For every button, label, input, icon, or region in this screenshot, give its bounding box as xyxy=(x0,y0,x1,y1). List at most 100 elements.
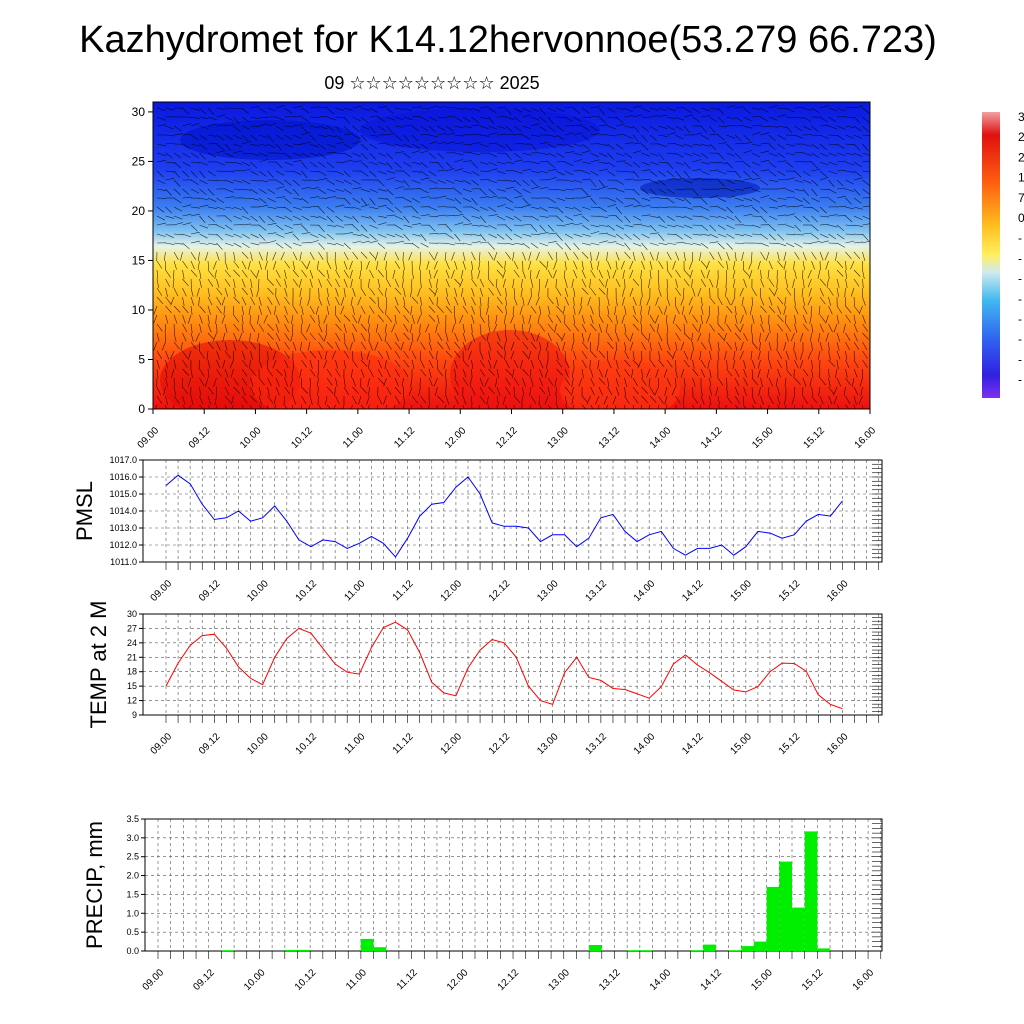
wind-barb xyxy=(547,241,557,244)
wind-barb xyxy=(641,161,651,166)
wind-barb xyxy=(760,269,762,280)
x-tick-label: 12.12 xyxy=(487,578,513,604)
wind-barb xyxy=(785,196,795,199)
wind-barb xyxy=(369,188,378,193)
wind-barb xyxy=(794,233,804,236)
wind-barb xyxy=(547,161,556,169)
wind-barb xyxy=(360,224,368,232)
wind-barb xyxy=(386,177,396,181)
wind-barb xyxy=(624,386,626,396)
wind-barb xyxy=(258,341,260,352)
wind-barb xyxy=(335,152,345,154)
wind-barb xyxy=(190,224,198,232)
wind-barb xyxy=(241,134,249,142)
wind-barb xyxy=(173,222,183,226)
wind-barb xyxy=(581,260,584,270)
wind-barb xyxy=(717,296,723,306)
wind-barb xyxy=(214,269,217,279)
wind-barb xyxy=(394,314,397,324)
wind-barb xyxy=(479,278,485,288)
wind-barb xyxy=(760,116,769,122)
wind-barb xyxy=(675,197,685,202)
wind-barb xyxy=(182,386,189,395)
wind-barb xyxy=(394,368,400,377)
wind-barb xyxy=(394,161,402,169)
wind-barb xyxy=(743,205,753,208)
wind-barb xyxy=(454,107,464,110)
wind-barb xyxy=(751,124,761,127)
wind-barb xyxy=(658,233,665,242)
wind-barb xyxy=(607,197,616,202)
wind-barb xyxy=(860,386,863,396)
wind-barb xyxy=(394,125,404,128)
wind-barb xyxy=(318,206,325,214)
wind-barb xyxy=(493,251,498,261)
wind-barb xyxy=(471,359,474,369)
wind-barb xyxy=(496,204,506,208)
wind-barb xyxy=(586,395,591,405)
wind-barb xyxy=(802,377,807,387)
wind-barb xyxy=(479,305,481,316)
wind-barb xyxy=(632,150,642,154)
wind-barb xyxy=(369,368,374,378)
wind-barb xyxy=(828,341,830,352)
wind-barb xyxy=(853,241,863,244)
wind-barb xyxy=(462,404,464,409)
wind-barb xyxy=(818,386,821,396)
wind-barb xyxy=(384,287,387,297)
wind-barb xyxy=(471,107,481,112)
wind-barb xyxy=(768,161,777,168)
precip-bar xyxy=(589,945,602,951)
wind-barb xyxy=(488,179,498,184)
wind-barb xyxy=(581,107,590,114)
wind-barb xyxy=(612,395,617,405)
wind-barb xyxy=(170,350,175,360)
wind-barb xyxy=(564,251,569,261)
wind-barb xyxy=(819,296,826,305)
wind-barb xyxy=(250,377,254,387)
wind-barb xyxy=(555,278,557,289)
wind-barb xyxy=(165,377,168,387)
wind-barb xyxy=(528,323,532,333)
wind-barb xyxy=(862,350,868,359)
x-tick-label: 15.12 xyxy=(801,425,827,451)
wind-barb xyxy=(726,296,731,306)
wind-barb xyxy=(681,305,685,315)
wind-barb xyxy=(607,341,614,350)
wind-barb xyxy=(783,341,787,351)
wind-barb xyxy=(853,359,859,369)
wind-barb xyxy=(743,186,753,190)
wind-barb xyxy=(581,350,588,359)
wind-barb xyxy=(607,260,612,270)
wind-barb xyxy=(785,188,795,193)
wind-barb xyxy=(853,305,860,314)
wind-barb xyxy=(598,168,608,172)
wind-barb xyxy=(862,332,869,340)
wind-barb xyxy=(513,215,522,222)
wind-barb xyxy=(486,305,489,315)
wind-barb xyxy=(212,332,217,342)
wind-barb xyxy=(717,142,727,145)
wind-barb xyxy=(683,114,693,118)
wind-barb xyxy=(522,114,532,118)
wind-barb xyxy=(587,332,591,342)
wind-barb xyxy=(161,341,166,351)
wind-barb xyxy=(530,359,535,369)
wind-barb xyxy=(613,350,617,360)
wind-barb xyxy=(726,386,729,396)
wind-barb xyxy=(385,404,387,409)
wind-barb xyxy=(547,386,551,396)
wind-barb xyxy=(479,178,489,181)
wind-barb xyxy=(233,134,242,140)
wind-barb xyxy=(479,134,489,137)
wind-barb xyxy=(777,107,787,110)
wind-barb xyxy=(216,296,222,305)
wind-barb xyxy=(522,107,531,113)
wind-barb xyxy=(386,368,391,378)
precip-bar xyxy=(817,948,831,951)
wind-barb xyxy=(334,386,336,397)
wind-barb xyxy=(743,161,751,168)
wind-barb xyxy=(598,323,603,333)
wind-barb xyxy=(726,242,733,250)
wind-barb xyxy=(496,143,506,149)
